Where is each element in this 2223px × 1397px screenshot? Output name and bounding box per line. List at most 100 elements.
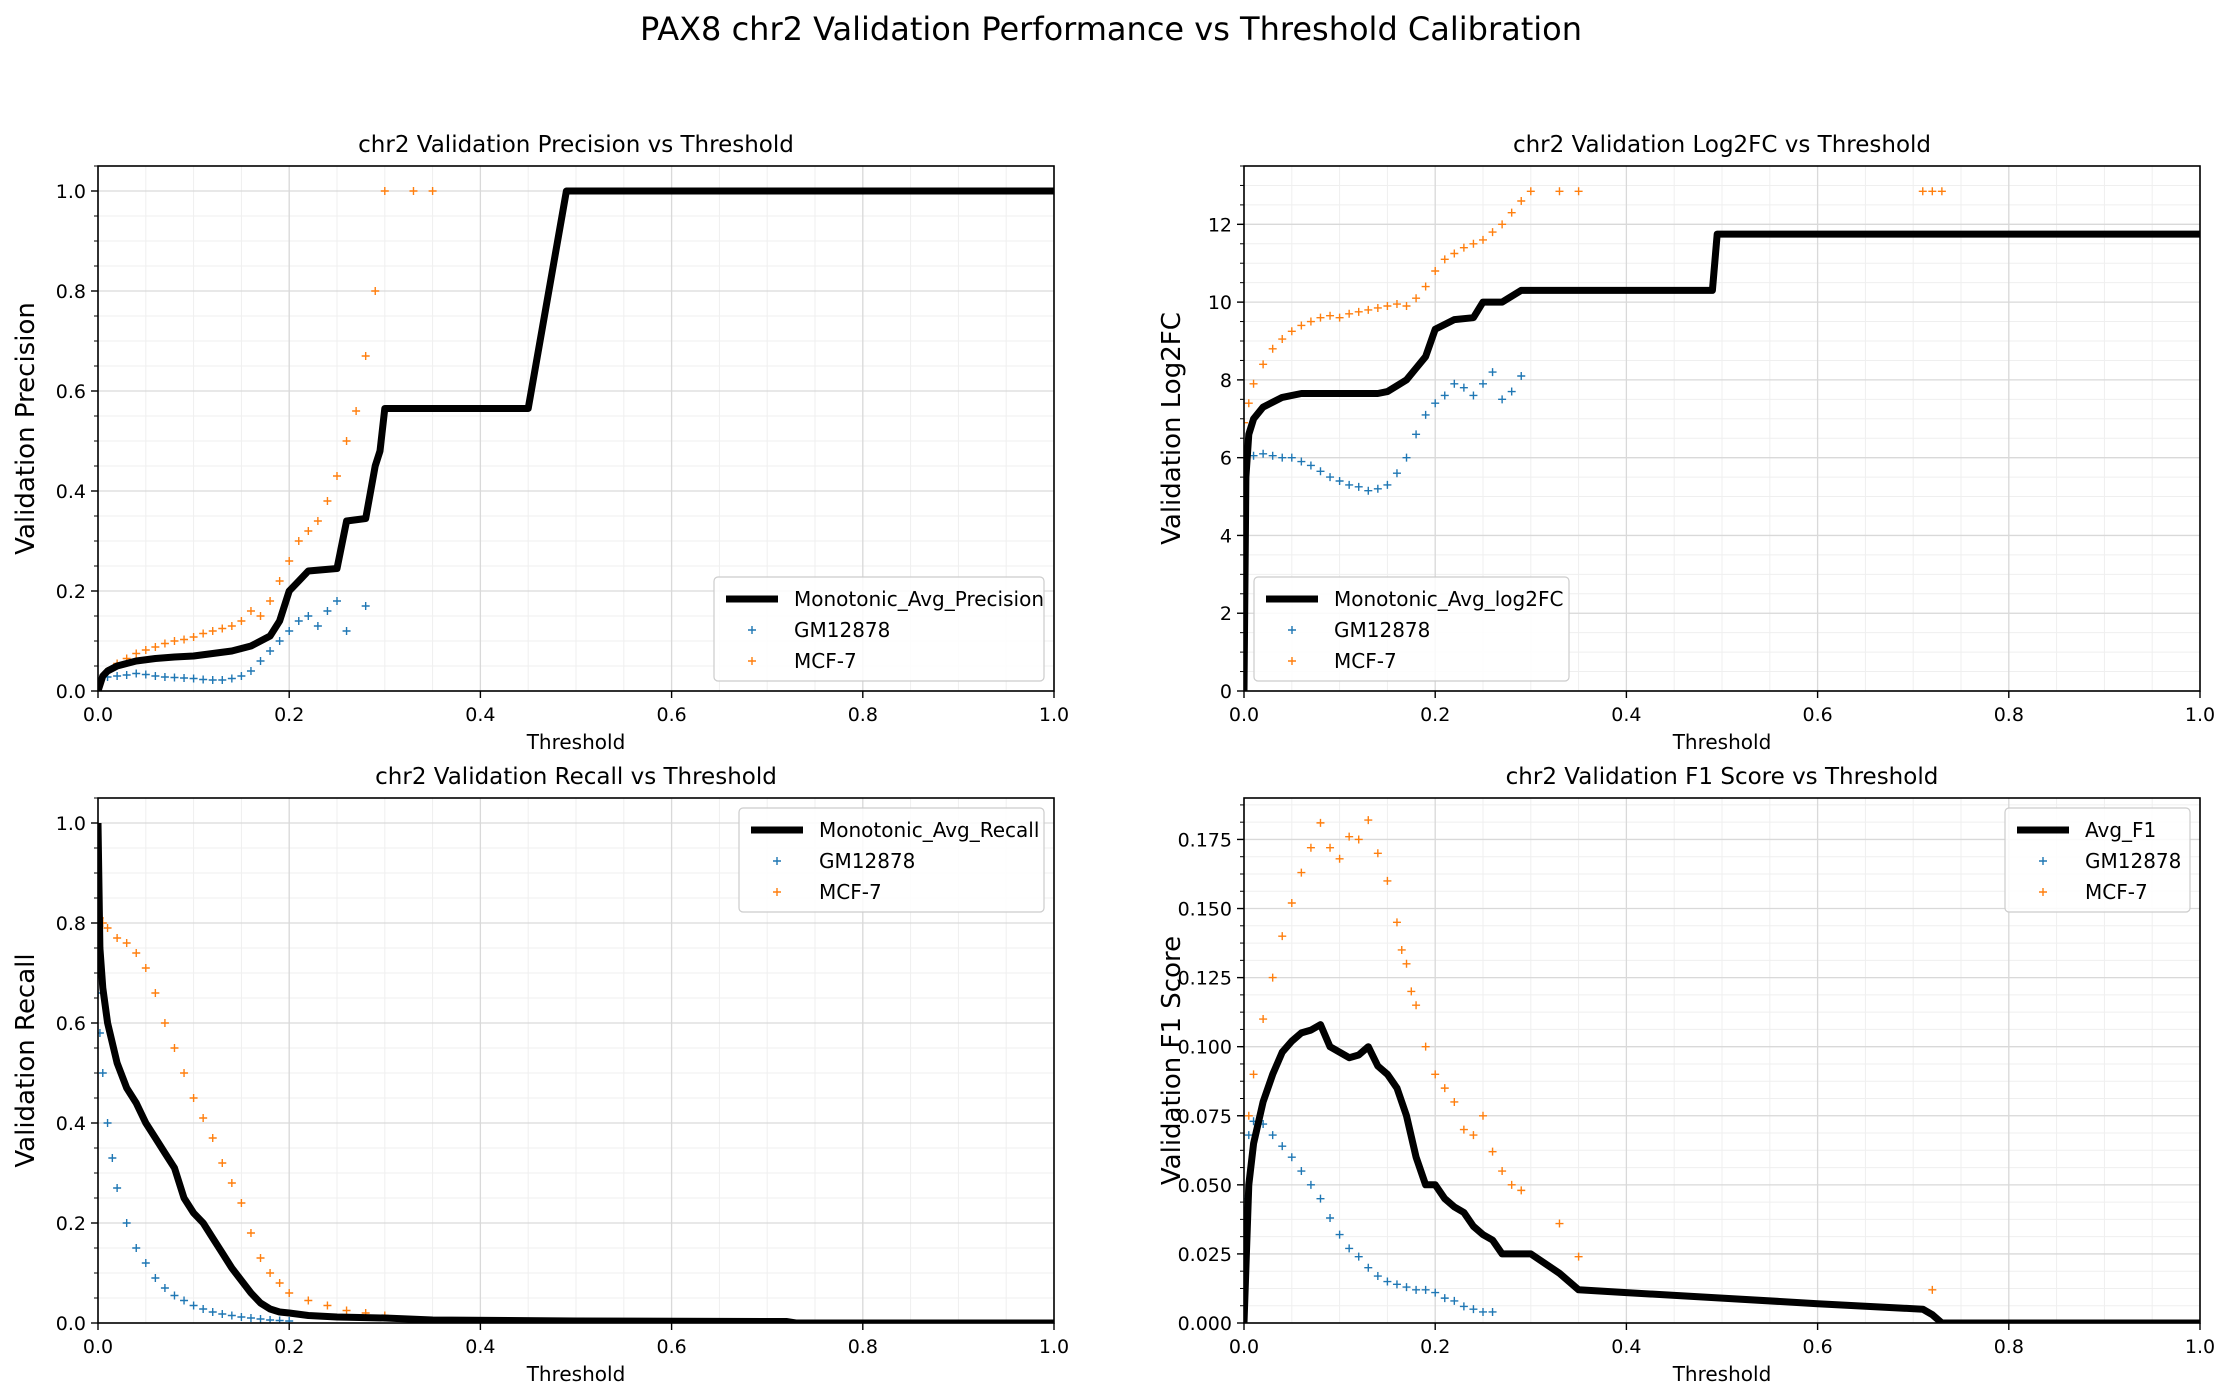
chart-1-ytick-label: 0 [1220,681,1232,703]
chart-1-point-MCF-7 [1937,187,1946,196]
chart-1-point-MCF-7 [1345,309,1354,318]
chart-2-point-GM12878 [108,1154,117,1162]
chart-2-plot-area [98,822,1054,1323]
chart-3-xtick-label: 1.0 [2185,1336,2215,1358]
chart-1-ytick-label: 10 [1208,292,1232,314]
chart-3-point-MCF-7 [1928,1285,1937,1294]
chart-1-xlabel: Threshold [1672,730,1772,754]
chart-3-point-MCF-7 [1364,816,1373,825]
chart-2-xtick-label: 0.0 [83,1336,113,1358]
chart-1-point-MCF-7 [1517,197,1526,205]
chart-3-ytick-label: 0.025 [1178,1244,1232,1266]
chart-2-point-GM12878 [170,1291,179,1300]
chart-0-point-GM12878 [132,669,141,678]
chart-0-point-MCF-7 [371,287,380,295]
chart-1-point-MCF-7 [1244,418,1248,427]
chart-3-point-GM12878 [1364,1263,1373,1272]
chart-1-point-MCF-7 [1450,249,1459,258]
chart-0-point-GM12878 [141,670,150,679]
chart-3-point-MCF-7 [1287,899,1296,907]
chart-1-point-MCF-7 [1278,335,1287,344]
chart-1-point-GM12878 [1249,451,1258,460]
chart-1-ylabel: Validation Log2FC [1157,312,1187,545]
chart-1-series-MCF-7 [1244,187,1946,427]
chart-2-ytick-label: 0.8 [56,913,86,935]
chart-1-point-MCF-7 [1326,311,1335,320]
chart-3-point-MCF-7 [1383,876,1392,885]
chart-1-point-GM12878 [1517,372,1526,380]
chart-1-point-GM12878 [1316,467,1325,476]
chart-0-point-MCF-7 [409,187,418,195]
chart-2-legend-box [738,807,1045,913]
chart-f1: 0.0 0.2 0.4 0.6 0.8 1.0 0.000 0.025 0.050 0.075 0.… [1157,764,2215,1386]
chart-2-point-MCF-7 [103,924,112,932]
chart-1-point-GM12878 [1479,379,1487,388]
chart-0-legend-box [713,576,1045,682]
chart-3-point-GM12878 [1479,1307,1487,1316]
chart-2-point-MCF-7 [170,1044,179,1052]
chart-0-point-MCF-7 [218,624,227,633]
chart-1-line-Monotonic_Avg_log2FC [1244,230,2200,691]
chart-0-point-MCF-7 [304,527,313,535]
chart-2-xtick-label: 0.8 [848,1336,878,1358]
chart-2-point-MCF-7 [323,1301,332,1310]
chart-0-point-MCF-7 [428,187,437,195]
chart-2-point-MCF-7 [151,989,160,997]
chart-0-plot-area [98,187,1054,691]
chart-0-frame [97,165,1055,692]
chart-0-point-GM12878 [237,672,246,680]
chart-3-point-GM12878 [1440,1294,1449,1303]
chart-3-point-GM12878 [1392,1280,1401,1289]
chart-3-point-MCF-7 [1459,1125,1468,1134]
chart-1-legend: Monotonic_Avg_log2FC GM12878 MCF-7 [1253,576,1570,682]
chart-3-point-MCF-7 [1488,1147,1497,1156]
chart-0-xtick-label: 0.6 [656,704,686,726]
chart-3-xtick-label: 0.2 [1420,1336,1450,1358]
chart-2-point-GM12878 [180,1296,189,1305]
chart-1-point-GM12878 [1306,461,1315,470]
chart-0-legend-label-Monotonic_Avg_Precision: Monotonic_Avg_Precision [794,587,1044,611]
chart-1-legend-swatch-MCF-7 [1288,657,1296,665]
chart-1-point-GM12878 [1326,473,1335,482]
chart-1-point-GM12878 [1431,399,1440,408]
chart-0-point-MCF-7 [342,437,351,445]
chart-1-point-MCF-7 [1440,255,1449,264]
chart-1-point-GM12878 [1507,387,1516,396]
chart-3-point-MCF-7 [1574,1252,1583,1261]
chart-3-point-MCF-7 [1498,1167,1507,1176]
chart-3-point-MCF-7 [1421,1042,1430,1051]
chart-1-title: chr2 Validation Log2FC vs Threshold [1513,132,1931,158]
chart-2-ytick-label: 0.6 [56,1013,86,1035]
chart-0-point-GM12878 [151,672,160,680]
chart-2-point-GM12878 [113,1184,122,1192]
chart-1-point-GM12878 [1278,453,1287,462]
chart-2-point-GM12878 [256,1315,265,1323]
chart-1-point-MCF-7 [1412,294,1421,303]
chart-3-point-GM12878 [1268,1131,1277,1140]
chart-2-point-MCF-7 [227,1179,236,1187]
chart-2-point-MCF-7 [208,1134,217,1142]
chart-3-xlabel: Threshold [1672,1362,1772,1386]
chart-2-point-GM12878 [98,1069,107,1077]
chart-1-point-GM12878 [1297,457,1306,466]
chart-1-point-MCF-7 [1297,321,1306,330]
chart-3-ytick-label: 0.100 [1178,1037,1232,1059]
chart-0-point-MCF-7 [208,627,217,635]
chart-2-legend-swatch-GM12878 [773,857,781,865]
chart-0-point-GM12878 [275,637,284,645]
chart-2-xtick-label: 0.4 [465,1336,495,1358]
chart-3-point-MCF-7 [1402,959,1411,968]
chart-2-xtick-label: 0.2 [274,1336,304,1358]
chart-0-point-MCF-7 [256,612,265,620]
chart-3-xtick-label: 0.6 [1802,1336,1832,1358]
chart-0-legend: Monotonic_Avg_Precision GM12878 MCF-7 [713,576,1045,682]
chart-3-point-MCF-7 [1297,868,1306,877]
chart-2-xtick-label: 1.0 [1039,1336,1069,1358]
chart-0-xtick-label: 0.2 [274,704,304,726]
chart-3-point-MCF-7 [1555,1219,1564,1228]
chart-1-point-MCF-7 [1335,313,1344,322]
chart-0-xlabel: Threshold [526,730,626,754]
chart-3-point-MCF-7 [1354,835,1363,844]
chart-0-point-GM12878 [304,612,313,620]
chart-2-point-GM12878 [227,1311,236,1320]
